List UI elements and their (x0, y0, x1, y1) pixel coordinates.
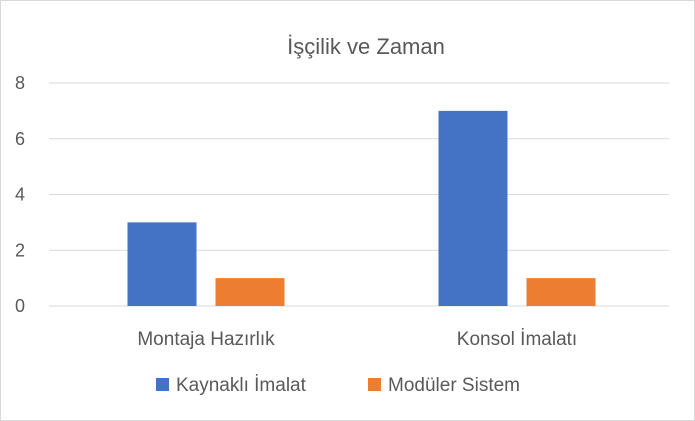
legend-swatch (156, 378, 169, 391)
y-tick-label: 8 (15, 73, 25, 93)
y-tick-label: 2 (15, 240, 25, 260)
bars (127, 110, 596, 306)
bar-moduler-sistem-1 (526, 278, 596, 306)
legend-label: Kaynaklı İmalat (176, 375, 307, 396)
x-category-label: Konsol İmalatı (457, 329, 577, 350)
y-axis-ticks: 0 2 4 6 8 (15, 73, 25, 316)
legend-swatch (368, 378, 381, 391)
x-axis-labels: Montaja Hazırlık Konsol İmalatı (137, 329, 577, 350)
y-tick-label: 4 (15, 185, 25, 205)
x-category-label: Montaja Hazırlık (137, 329, 275, 350)
bar-kaynakli-imalat-1 (438, 110, 508, 306)
bar-kaynakli-imalat-0 (127, 222, 197, 306)
legend: Kaynaklı İmalat Modüler Sistem (156, 375, 520, 396)
legend-label: Modüler Sistem (388, 375, 520, 396)
bar-moduler-sistem-0 (215, 278, 285, 306)
y-tick-label: 0 (15, 296, 25, 316)
chart-title: İşçilik ve Zaman (287, 34, 445, 59)
y-tick-label: 6 (15, 129, 25, 149)
